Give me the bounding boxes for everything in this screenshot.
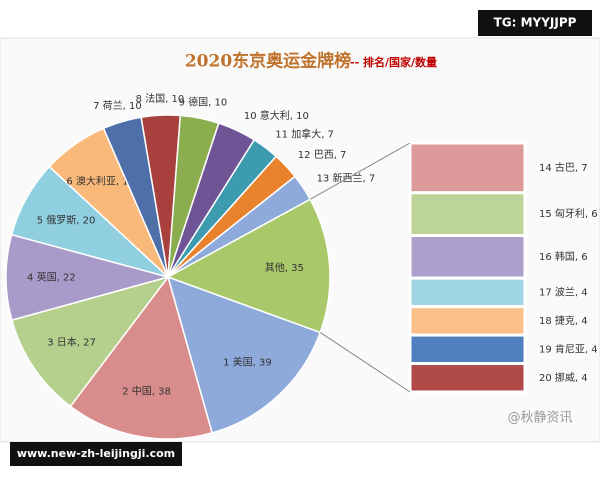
bar-label: 14 古巴, 7 (539, 161, 588, 174)
bar-label: 15 匈牙利, 6 (539, 207, 598, 220)
slice-label: 11 加拿大, 7 (275, 128, 334, 141)
pie-slice (5, 233, 171, 322)
watermark: TG: MYYJJPP (494, 16, 577, 30)
slice-label: 4 英国, 22 (27, 270, 76, 283)
slice-label: 5 俄罗斯, 20 (37, 213, 96, 226)
pie-slice (69, 275, 214, 440)
slice-label: 13 新西兰, 7 (317, 172, 376, 185)
slice-label: 3 日本, 27 (47, 336, 96, 349)
plot: 1 美国, 39 2 中国, 38 3 日本, 27 4 英国, 22 5 俄罗斯, 2… (5, 92, 598, 440)
pie-slice (10, 275, 170, 408)
watermark-box (10, 442, 182, 466)
bar-label: 16 韩国, 6 (539, 250, 588, 263)
pie-slice (166, 275, 322, 434)
pie-slice (166, 198, 331, 334)
slice-label: 其他, 35 (265, 261, 304, 274)
connector (319, 331, 411, 393)
bar-label: 17 波兰, 4 (539, 285, 588, 298)
slice-label: 7 荷兰, 10 (93, 99, 142, 112)
slice-label: 8 法国, 10 (136, 92, 185, 105)
chart-title: 2020东京奥运金牌榜 (185, 51, 351, 72)
watermark-box (478, 10, 592, 36)
slice-label: 6 澳大利亚, 17 (66, 175, 135, 188)
slice-label: 2 中国, 38 (122, 385, 171, 398)
bar-label: 18 捷克, 4 (539, 314, 588, 327)
bar-label: 20 挪威, 4 (539, 371, 588, 384)
slice-label: 9 德国, 10 (179, 95, 228, 108)
bar-segment (408, 305, 527, 337)
chart-subtitle: -- 排名/国家/数量 (350, 55, 437, 69)
bar-segment (408, 276, 527, 309)
slice-label: 1 美国, 39 (223, 355, 272, 368)
bar-label: 19 肯尼亚, 4 (539, 342, 598, 355)
watermark: www.new-zh-leijingji.com (17, 447, 175, 460)
bar-segment (408, 362, 527, 394)
credit: @秋静资讯 (507, 411, 572, 426)
bar-segment (408, 233, 527, 280)
connector (309, 142, 411, 200)
bar-segment (408, 333, 527, 366)
bar-segment (408, 191, 527, 237)
slice-label: 12 巴西, 7 (298, 149, 347, 161)
slice-label: 10 意大利, 10 (244, 109, 309, 122)
bar-segment (408, 141, 527, 195)
